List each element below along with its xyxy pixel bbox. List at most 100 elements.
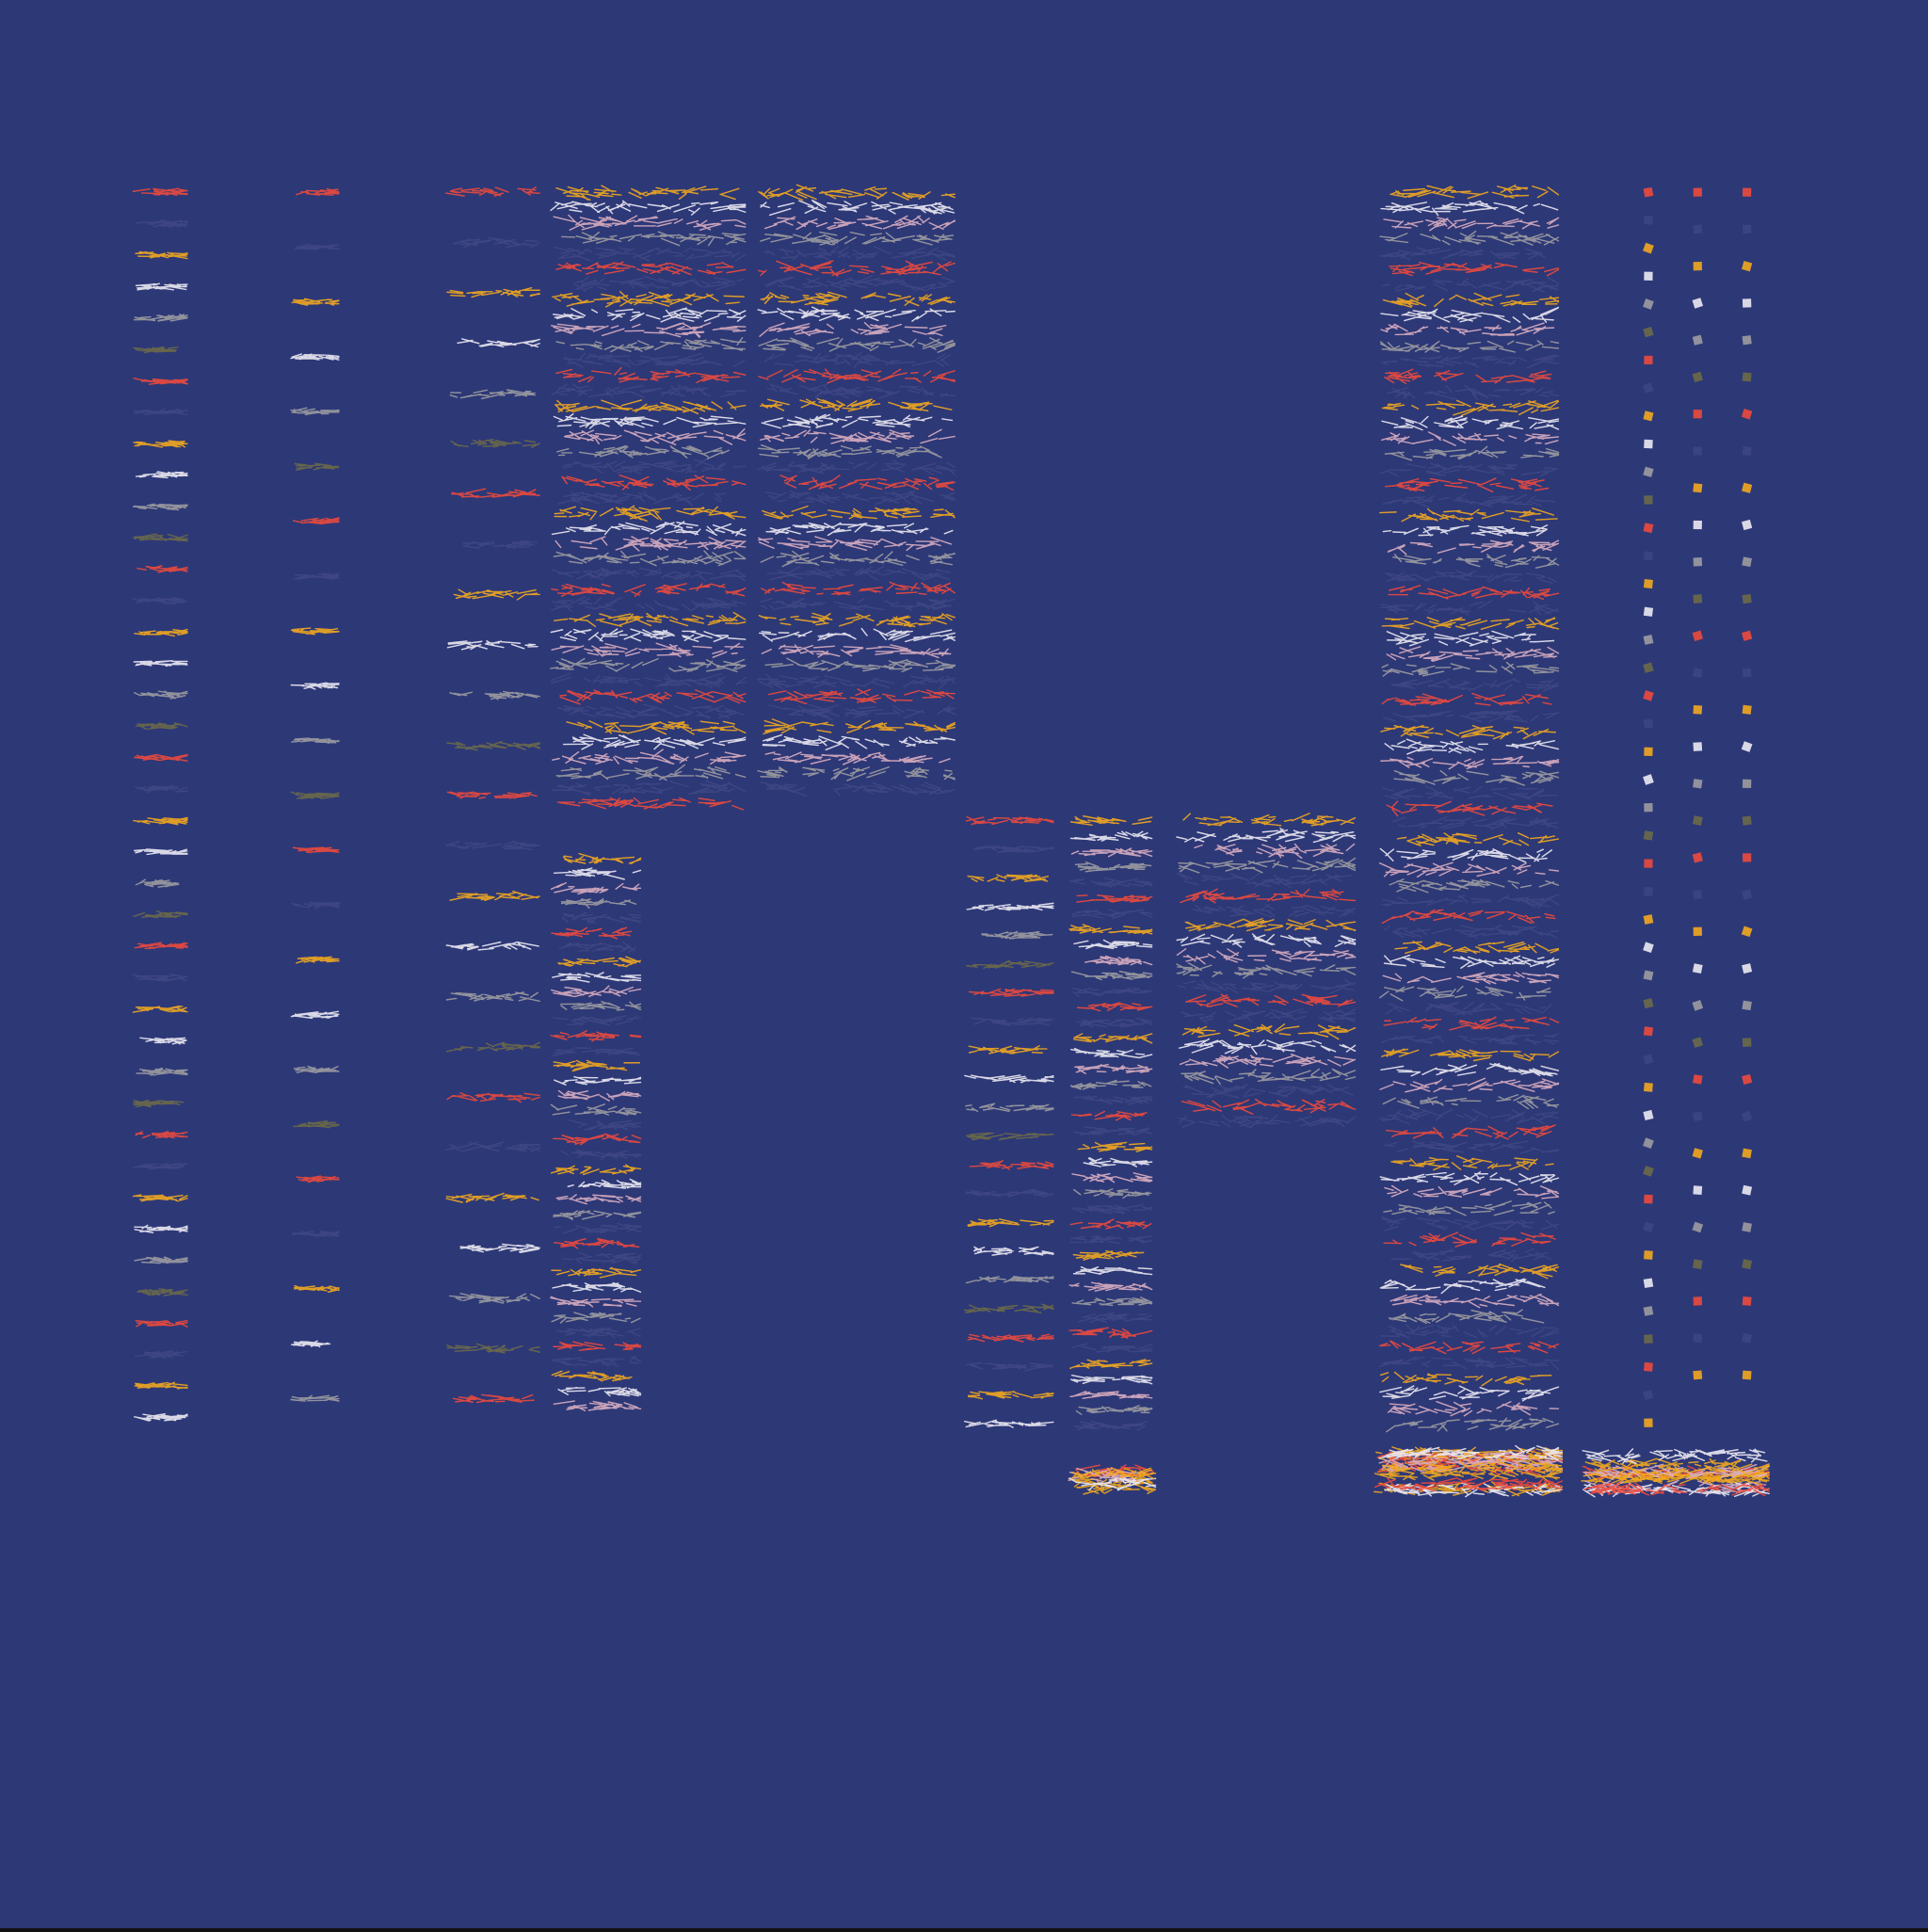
scribble-row <box>1073 1033 1153 1044</box>
dot <box>1644 747 1653 757</box>
scribble-row <box>1390 678 1560 692</box>
scribble-row <box>445 941 539 951</box>
scribble-row <box>1390 1248 1551 1263</box>
dot <box>1742 482 1753 493</box>
scribble-row <box>290 1394 340 1402</box>
dot <box>1692 852 1703 863</box>
scribble-row <box>1069 1375 1153 1385</box>
dot <box>1692 1148 1703 1159</box>
scribble-row <box>562 352 746 368</box>
dot <box>1643 1306 1654 1316</box>
scribble-row <box>1379 247 1547 261</box>
scribble-row <box>445 1343 540 1354</box>
dot <box>1742 593 1752 604</box>
scribble-row <box>552 307 747 323</box>
scribble-row <box>1386 646 1560 662</box>
dot <box>1643 523 1654 534</box>
scribble-row <box>551 985 642 998</box>
dot <box>1741 741 1753 752</box>
scribble-row <box>1077 1141 1153 1152</box>
scribble-row <box>551 1266 642 1279</box>
dot <box>1692 889 1703 900</box>
scribble-row <box>758 260 956 278</box>
scribble-row <box>550 657 747 673</box>
scribble-row <box>1374 1477 1564 1492</box>
scribble-row <box>1378 1356 1560 1371</box>
scribble-row <box>760 231 955 246</box>
scribble-row <box>550 672 747 688</box>
scribble-row <box>566 719 747 735</box>
scribble-row <box>1386 1124 1556 1140</box>
scribble-row <box>554 399 747 415</box>
scribble-row <box>964 1103 1054 1113</box>
scribble-row <box>967 1391 1054 1400</box>
dot <box>1742 815 1752 826</box>
dot <box>1644 803 1653 813</box>
dot <box>1643 998 1654 1009</box>
dot <box>1692 1037 1704 1048</box>
dot <box>1741 408 1753 420</box>
scribble-row <box>132 503 188 511</box>
scribble-row <box>965 1361 1054 1372</box>
scribble-row <box>550 1164 642 1176</box>
scribble-row <box>552 291 745 308</box>
scribble-row <box>1379 1340 1560 1355</box>
scribble-row <box>763 718 956 735</box>
scribble-row <box>555 366 747 384</box>
scribble-row <box>964 1074 1054 1084</box>
dot <box>1643 635 1654 645</box>
scribble-row <box>1385 1001 1552 1016</box>
scribble-row <box>550 1047 641 1057</box>
dot <box>1742 1222 1752 1232</box>
scribble-row <box>1181 1068 1357 1086</box>
scribble-row <box>294 1284 340 1293</box>
scribble-row <box>292 1120 340 1129</box>
dot <box>1742 372 1752 382</box>
scribble-row <box>562 733 747 750</box>
scribble-row <box>973 845 1054 854</box>
scribble-row <box>1068 1476 1157 1491</box>
scribble-row <box>446 791 538 799</box>
scribble-row <box>1381 661 1560 677</box>
dot <box>1742 1000 1752 1011</box>
scribble-row <box>761 581 956 596</box>
scribble-row <box>1583 1463 1770 1481</box>
scribble-row <box>1181 1098 1357 1115</box>
scribble-row <box>552 1355 642 1367</box>
scribble-row <box>1177 979 1357 995</box>
scribble-row <box>1070 1467 1155 1480</box>
scribble-row <box>552 567 747 582</box>
scribble-row <box>457 338 540 348</box>
scribble-row <box>1391 815 1560 829</box>
dot <box>1643 1278 1654 1288</box>
scribble-row <box>759 428 956 444</box>
scribble-row <box>766 383 956 399</box>
scribble-row <box>1383 954 1560 969</box>
dot <box>1643 1137 1654 1150</box>
scribble-row <box>1073 939 1153 950</box>
scribble-row <box>1389 878 1560 894</box>
scribble-row <box>762 505 956 520</box>
dot <box>1644 495 1653 505</box>
scribble-row <box>757 443 942 459</box>
scribble-row <box>1070 847 1153 858</box>
scribble-row <box>1069 1234 1153 1245</box>
scribble-row <box>1071 1296 1153 1307</box>
scribble-row <box>1583 1482 1770 1497</box>
dot <box>1742 668 1752 678</box>
dot <box>1692 1221 1704 1233</box>
scribble-row <box>550 1103 642 1116</box>
scribble-row <box>135 471 188 479</box>
scribble-row <box>1379 1278 1546 1295</box>
scribble-row <box>1384 1184 1560 1199</box>
scribble-row <box>557 956 641 968</box>
dot <box>1741 1110 1753 1122</box>
scribble-row <box>761 413 954 429</box>
scribble-row <box>551 926 633 940</box>
scribble-row <box>449 389 537 400</box>
dot <box>1742 224 1752 234</box>
scribble-row <box>1192 903 1357 918</box>
scribble-row <box>291 1230 340 1237</box>
scribble-row <box>134 1412 188 1422</box>
scribble-row <box>554 505 747 523</box>
